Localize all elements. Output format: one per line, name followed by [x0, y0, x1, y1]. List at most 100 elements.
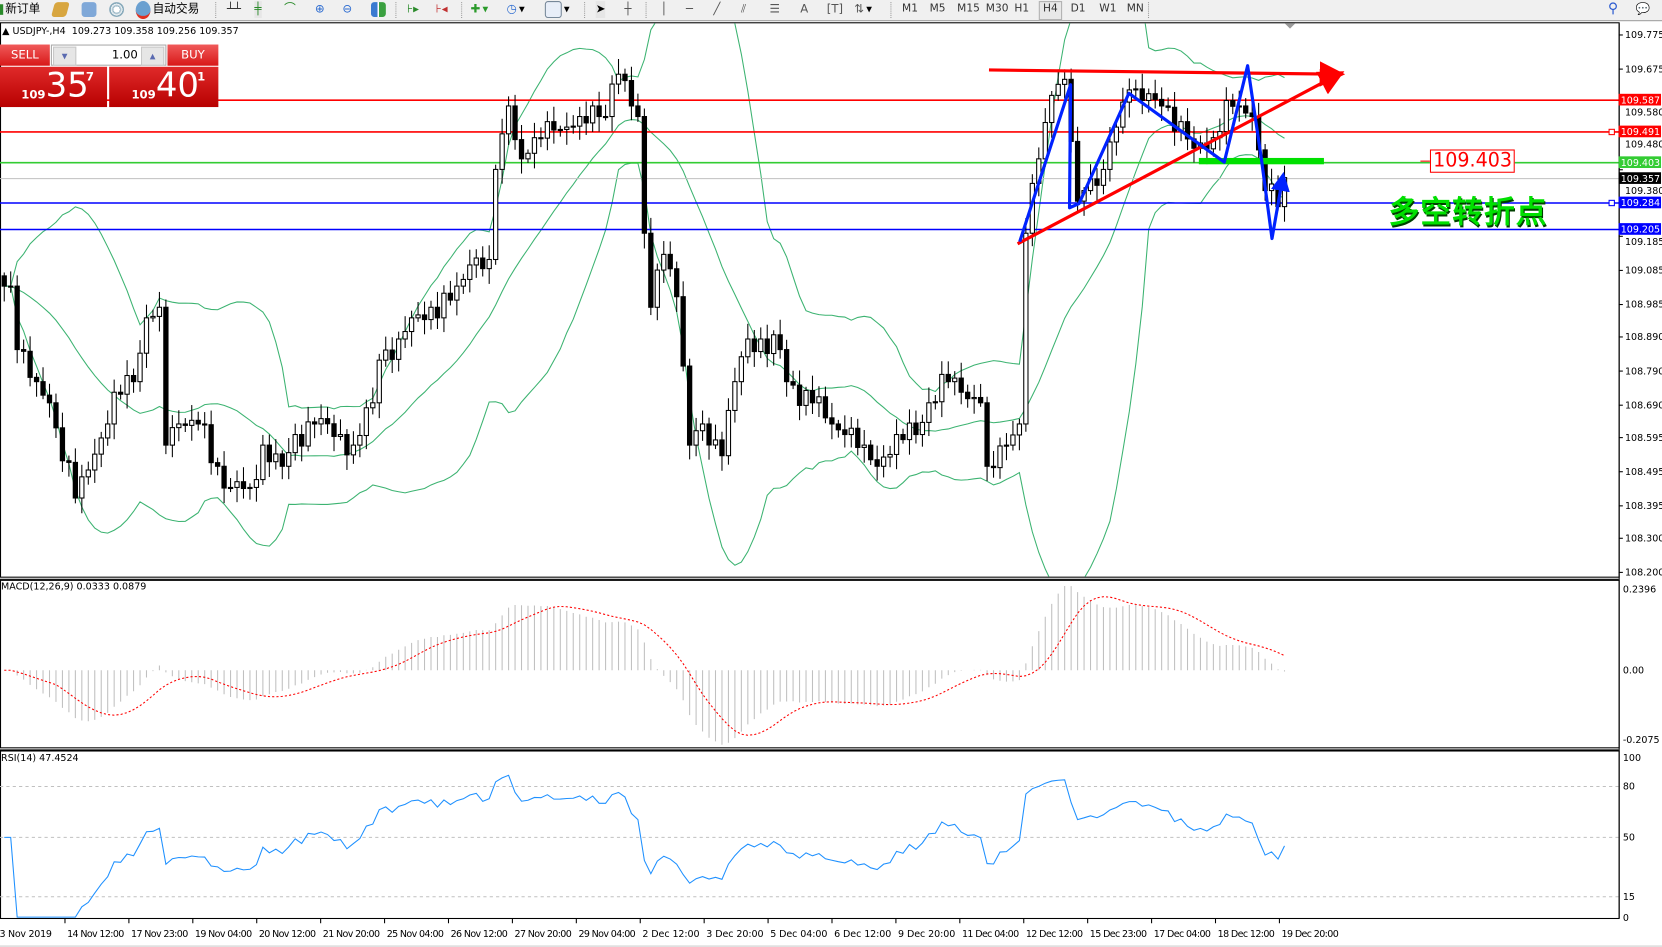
candle-body	[1184, 121, 1191, 140]
tile-icon	[370, 2, 386, 17]
buy-price-box[interactable]: 109 40 1	[109, 64, 219, 108]
candle-body	[758, 338, 764, 353]
candle-body	[428, 306, 434, 321]
periods-button[interactable]: ◷ ▼	[507, 1, 525, 18]
candle	[480, 246, 486, 277]
time-axis-label: 14 Nov 12:00	[67, 929, 124, 940]
buy-button[interactable]: BUY	[167, 44, 219, 66]
annotations[interactable]	[988, 61, 1430, 246]
data-window-button[interactable]	[81, 1, 97, 18]
text-tool[interactable]: A	[800, 1, 808, 18]
red-resistance-arrow[interactable]	[988, 61, 1346, 87]
search-button[interactable]: ⚲	[1608, 1, 1618, 18]
templates-button[interactable]: ▼	[544, 1, 570, 19]
line-chart-icon: ⌒	[284, 2, 296, 16]
blue-zigzag-wave[interactable]	[1018, 64, 1290, 243]
lot-size-value[interactable]: 1.00	[111, 47, 138, 62]
chart-shift-button[interactable]: ⊦◂	[436, 1, 448, 18]
collapse-arrow-icon[interactable]: ▲	[2, 26, 13, 38]
vertical-line-tool[interactable]: │	[660, 1, 667, 18]
level-price-label: 109.284	[1621, 198, 1660, 209]
candle	[997, 437, 1003, 479]
timeframe-m15[interactable]: M15	[957, 3, 980, 15]
candle	[1016, 418, 1023, 451]
candlestick-button[interactable]: ╪	[254, 1, 262, 19]
zoom-in-button[interactable]: ⊕	[315, 1, 325, 18]
candle-body	[855, 427, 861, 448]
zoom-out-button[interactable]: ⊖	[342, 1, 352, 18]
line-chart-button[interactable]: ⌒	[284, 1, 296, 18]
level-handle	[1608, 199, 1615, 207]
chart-shift-marker[interactable]	[1284, 23, 1296, 29]
lot-decrease-button[interactable]: ▼	[52, 46, 77, 66]
indicators-button[interactable]: ✚ ▼	[471, 1, 489, 18]
candle-body	[557, 128, 563, 132]
market-watch-button[interactable]	[51, 1, 70, 18]
candle	[111, 379, 117, 440]
timeframe-m30[interactable]: M30	[985, 3, 1009, 15]
price-text-label[interactable]: 109.403	[1429, 149, 1516, 173]
symbol-timeframe: USDJPY-,H4	[12, 26, 66, 38]
red-trendline-arrow[interactable]	[1016, 71, 1345, 246]
time-axis-label: 5 Dec 04:00	[770, 929, 827, 940]
lot-size-field[interactable]: ▼ 1.00 ▲	[50, 44, 167, 66]
candle	[544, 111, 551, 151]
candle-body	[712, 439, 719, 446]
chart-shift-icon: ⊦◂	[435, 2, 448, 16]
fibonacci-tool[interactable]: ☰	[770, 1, 780, 18]
candle-body	[783, 349, 790, 383]
timeframe-w1[interactable]: W1	[1099, 3, 1117, 15]
navigator-button[interactable]	[109, 1, 125, 18]
candle-body	[531, 137, 538, 154]
auto-scroll-button[interactable]: ⊦▸	[407, 1, 419, 18]
sell-button[interactable]: SELL	[0, 44, 50, 66]
candle-body	[505, 105, 512, 135]
timeframe-m5[interactable]: M5	[929, 3, 946, 15]
bollinger-upper-band	[4, 23, 1285, 410]
candle-body	[926, 402, 932, 423]
candle	[266, 434, 272, 477]
horizontal-line-tool[interactable]: ─	[686, 1, 693, 18]
candle-body	[299, 434, 305, 447]
candle	[324, 407, 331, 434]
tile-windows-button[interactable]	[370, 1, 386, 18]
arrows-tool[interactable]: ⇅ ▼	[854, 1, 872, 18]
buy-price-big: 40	[155, 64, 199, 105]
level-handle	[1608, 128, 1615, 136]
candle-body	[27, 350, 33, 378]
timeframe-h4[interactable]: H4	[1038, 1, 1063, 21]
bar-chart-button[interactable]: ┴┴	[227, 1, 241, 18]
timeframe-d1[interactable]: D1	[1070, 3, 1086, 15]
trendline-tool[interactable]: ╱	[713, 1, 720, 18]
candle	[227, 478, 234, 493]
timeframe-m1[interactable]: M1	[902, 3, 918, 15]
cursor-tool[interactable]: ➤	[595, 1, 606, 19]
candle	[525, 149, 531, 163]
timeframe-h1[interactable]: H1	[1014, 3, 1030, 15]
sell-price-box[interactable]: 109 35 7	[0, 65, 108, 108]
lot-increase-button[interactable]: ▲	[140, 46, 165, 66]
macd-label: MACD(12,26,9) 0.0333 0.0879	[1, 581, 147, 593]
auto-trading-button[interactable]: 自动交易	[135, 0, 199, 19]
reversal-point-note[interactable]: 多空转折点	[1388, 193, 1548, 231]
horizontal-levels	[0, 99, 1619, 231]
candle-body	[92, 453, 98, 471]
candle	[1023, 218, 1029, 432]
candle-body	[143, 317, 150, 354]
candle-body	[79, 476, 85, 499]
new-order-button[interactable]: 新订单	[0, 1, 40, 18]
time-axis-label: 12 Dec 12:00	[1026, 929, 1083, 940]
crosshair-tool[interactable]: ┼	[624, 1, 631, 18]
candle-body	[40, 381, 46, 396]
text-label-tool[interactable]: [T]	[827, 1, 843, 18]
candle-body	[641, 116, 648, 234]
price-tick-label: 109.380	[1625, 186, 1662, 197]
channel-tool[interactable]: ⫽	[741, 1, 746, 18]
ohlc-values: 109.273 109.358 109.256 109.357	[71, 26, 239, 38]
time-axis-label: 9 Dec 20:00	[898, 929, 955, 940]
chat-button[interactable]: 💬	[1636, 1, 1651, 18]
new-order-label: 新订单	[5, 2, 41, 16]
timeframe-mn[interactable]: MN	[1126, 3, 1144, 15]
